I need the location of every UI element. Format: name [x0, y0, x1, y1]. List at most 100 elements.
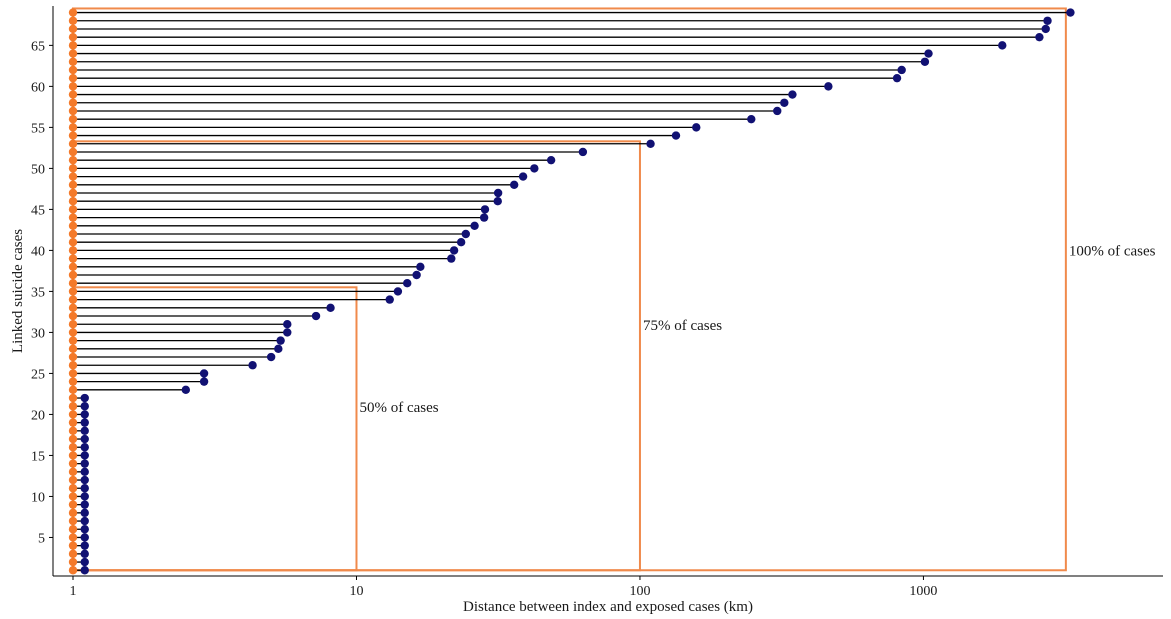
exposed-case-point	[283, 328, 292, 337]
exposed-case-point	[274, 344, 283, 354]
exposed-case-point	[80, 393, 89, 403]
index-case-point	[68, 295, 78, 304]
index-case-point	[68, 16, 78, 25]
exposed-case-point	[920, 57, 930, 66]
y-tick-label: 50	[31, 162, 45, 177]
exposed-case-point	[509, 180, 519, 189]
y-ticks: 5 10 15 20 25 30 35 40 45 50 55 60 65	[31, 39, 53, 546]
index-case-point	[68, 393, 78, 403]
index-case-point	[68, 106, 78, 116]
index-case-point	[68, 516, 78, 526]
annotations: 50% of cases 75% of cases 100% of cases	[359, 244, 1155, 416]
exposed-case-point	[456, 238, 466, 247]
percentile-boxes	[72, 7, 1067, 572]
index-case-point	[68, 328, 78, 337]
exposed-case-point	[385, 295, 394, 304]
index-case-point	[68, 57, 78, 66]
index-case-point	[68, 24, 78, 34]
index-case-point	[68, 361, 78, 370]
y-tick-label: 55	[31, 121, 45, 136]
exposed-case-point	[311, 311, 321, 321]
exposed-case-point	[518, 172, 528, 181]
index-case-point	[68, 73, 78, 83]
x-tick-label: 10	[349, 584, 363, 599]
exposed-case-point	[461, 229, 470, 239]
index-case-point	[68, 164, 78, 173]
index-case-point	[68, 344, 78, 354]
exposed-case-point	[80, 451, 89, 460]
index-case-point	[68, 434, 78, 444]
index-case-point	[68, 41, 78, 50]
exposed-case-point	[80, 516, 89, 526]
index-case-point	[68, 352, 78, 362]
index-case-point	[68, 492, 78, 501]
exposed-case-point	[80, 418, 89, 427]
index-case-point	[68, 279, 78, 288]
exposed-case-point	[924, 49, 933, 58]
exposed-case-point	[470, 221, 479, 230]
exposed-case-point	[788, 90, 797, 99]
exposed-case-point	[80, 467, 89, 477]
index-case-point	[68, 123, 78, 132]
index-case-point	[68, 246, 78, 255]
exposed-case-point	[1066, 8, 1075, 17]
index-case-point	[68, 32, 78, 42]
exposed-case-point	[412, 270, 421, 280]
index-case-point	[68, 566, 78, 575]
exposed-case-point	[449, 246, 459, 255]
exposed-case-point	[671, 131, 681, 140]
index-case-point	[68, 90, 78, 99]
exposed-case-point	[80, 549, 89, 559]
x-tick-label: 100	[629, 584, 650, 599]
x-ticks: 1 10 100 1000	[70, 576, 937, 599]
index-case-point	[68, 475, 78, 485]
exposed-case-point	[747, 114, 756, 124]
exposed-case-point	[692, 123, 701, 132]
index-case-point	[68, 508, 78, 518]
index-case-point	[68, 320, 78, 329]
percentile-label: 75% of cases	[643, 318, 722, 334]
index-case-point	[68, 418, 78, 427]
segments	[73, 11, 1071, 571]
exposed-case-point	[80, 426, 89, 436]
index-case-point	[68, 49, 78, 58]
exposed-case-point	[892, 73, 902, 83]
index-case-point	[68, 196, 78, 206]
exposed-case-point	[80, 566, 89, 575]
index-case-point	[68, 8, 78, 17]
index-case-point	[68, 172, 78, 181]
index-case-point	[68, 303, 78, 313]
exposed-case-point	[998, 41, 1007, 50]
exposed-case-point	[1035, 32, 1044, 42]
index-case-point	[68, 443, 78, 452]
percentile-label: 100% of cases	[1069, 244, 1156, 260]
exposed-case-point	[403, 279, 412, 288]
exposed-case-point	[80, 508, 89, 518]
exposed-case-point	[199, 377, 209, 386]
exposed-case-point	[897, 65, 906, 75]
index-case-point	[68, 65, 78, 75]
exposed-case-point	[80, 434, 89, 444]
index-case-point	[68, 541, 78, 550]
exposed-case-point	[646, 139, 655, 148]
exposed-case-point	[80, 402, 89, 411]
points	[68, 8, 1075, 575]
index-case-point	[68, 500, 78, 509]
index-case-point	[68, 451, 78, 460]
y-tick-label: 20	[31, 408, 45, 423]
percentile-box	[72, 7, 1067, 572]
index-case-point	[68, 311, 78, 321]
exposed-case-point	[80, 557, 89, 567]
exposed-case-point	[578, 147, 588, 157]
exposed-case-point	[80, 410, 89, 419]
exposed-case-point	[248, 361, 257, 370]
y-axis-title: Linked suicide cases	[10, 229, 26, 353]
exposed-case-point	[447, 254, 456, 263]
index-case-point	[68, 82, 78, 91]
index-case-point	[68, 98, 78, 107]
index-case-point	[68, 139, 78, 148]
index-case-point	[68, 549, 78, 559]
index-case-point	[68, 131, 78, 140]
index-case-point	[68, 525, 78, 534]
